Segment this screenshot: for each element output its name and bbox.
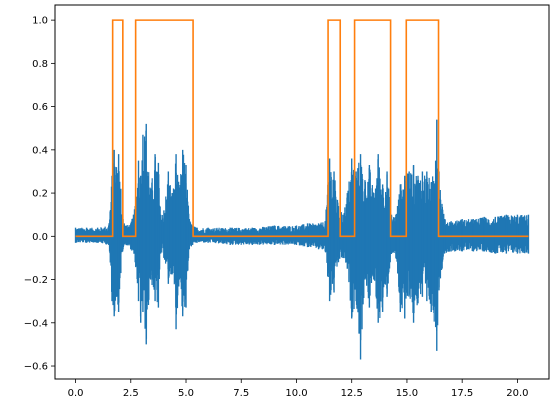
y-tick-label: 0.8 bbox=[32, 59, 48, 70]
x-tick-label: 5.0 bbox=[178, 388, 194, 399]
axes-frame bbox=[54, 4, 550, 380]
x-tick-label: 0.0 bbox=[68, 388, 84, 399]
x-tick-label: 10.0 bbox=[285, 388, 307, 399]
y-tick-label: 0.2 bbox=[32, 189, 48, 200]
y-tick-label: −0.6 bbox=[24, 362, 48, 373]
x-tick-label: 12.5 bbox=[341, 388, 363, 399]
axes-background bbox=[55, 5, 549, 379]
x-tick-label: 20.0 bbox=[506, 388, 528, 399]
y-tick-label: 0.4 bbox=[32, 145, 48, 156]
series-step-line bbox=[75, 19, 529, 238]
y-tick-label: 0.6 bbox=[32, 102, 48, 113]
x-tick-label: 17.5 bbox=[451, 388, 473, 399]
y-tick-label: −0.4 bbox=[24, 318, 48, 329]
series-layer bbox=[74, 19, 530, 360]
x-axis: 0.0 2.5 5.0 7.5 10.0 12.5 15.0 17.5 20.0 bbox=[68, 379, 529, 399]
x-tick-label: 2.5 bbox=[123, 388, 139, 399]
y-axis: −0.6 −0.4 −0.2 0.0 0.2 0.4 0.6 0.8 1.0 bbox=[24, 16, 55, 373]
x-tick-label: 7.5 bbox=[233, 388, 249, 399]
y-tick-label: −0.2 bbox=[24, 275, 48, 286]
x-tick-label: 15.0 bbox=[396, 388, 418, 399]
y-tick-label: 1.0 bbox=[32, 16, 48, 27]
y-tick-label: 0.0 bbox=[32, 232, 48, 243]
plot-area bbox=[54, 4, 550, 380]
